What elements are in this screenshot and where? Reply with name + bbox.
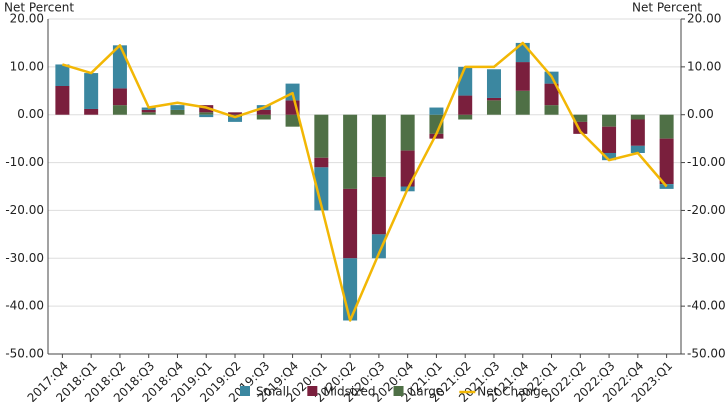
bar-segment	[55, 64, 70, 86]
legend-swatch	[307, 386, 318, 396]
y2-tick-label: -20.00	[687, 203, 725, 217]
bar-segment	[544, 105, 559, 115]
bar-segment	[84, 73, 99, 109]
bar-segment	[486, 69, 501, 98]
bar-segment	[141, 109, 156, 113]
y2-tick-label: 0.00	[687, 107, 714, 121]
y2-tick-label: -10.00	[687, 155, 725, 169]
bar-segment	[314, 114, 329, 158]
y-tick-label: -50.00	[5, 347, 44, 361]
bar-segment	[199, 114, 214, 118]
y-tick-label: 20.00	[10, 12, 44, 26]
y-tick-label: 0.00	[17, 107, 44, 121]
y-tick-label: 10.00	[10, 59, 44, 73]
legend-label: Midsized	[323, 385, 375, 399]
bar-segment	[256, 114, 271, 120]
bar-segment	[573, 114, 588, 122]
bar-segment	[314, 157, 329, 168]
y2-tick-label: -40.00	[687, 299, 725, 313]
y2-axis-label: Net Percent	[632, 1, 702, 15]
bar-segment	[112, 105, 127, 115]
bar-segment	[515, 90, 530, 115]
y2-tick-label: 20.00	[687, 12, 721, 26]
bar-segment	[228, 117, 243, 122]
legend-label: Large	[410, 385, 444, 399]
bar-segment	[371, 234, 386, 259]
bar-segment	[630, 114, 645, 120]
y-tick-label: -30.00	[5, 251, 44, 265]
bar-segment	[659, 138, 674, 185]
legend-swatch	[240, 386, 250, 396]
bar-segment	[486, 97, 501, 101]
bar-segment	[602, 114, 617, 127]
bar-segment	[55, 86, 70, 115]
legend-label: Net Change	[477, 385, 548, 399]
bar-segment	[400, 150, 415, 187]
bar-segment	[112, 88, 127, 106]
legend-swatch	[393, 386, 404, 396]
bar-segment	[630, 145, 645, 153]
legend-label: Small	[256, 385, 289, 399]
bar-segment	[170, 105, 185, 110]
bar-segment	[170, 109, 185, 115]
bar-segment	[630, 119, 645, 146]
bar-segment	[141, 112, 156, 115]
y-tick-label: -20.00	[5, 203, 44, 217]
bar-segment	[429, 107, 444, 115]
bar-segment	[371, 176, 386, 235]
bar-segment	[515, 62, 530, 91]
y2-tick-label: -30.00	[687, 251, 725, 265]
bar-segment	[458, 95, 473, 115]
bar-segment	[544, 83, 559, 106]
bar-segment	[228, 112, 243, 115]
bar-segment	[343, 188, 358, 259]
bar-segment	[573, 121, 588, 134]
y-axis-label: Net Percent	[4, 1, 74, 15]
bar-segment	[602, 153, 617, 161]
y-tick-label: -40.00	[5, 299, 44, 313]
bar-segment	[400, 114, 415, 151]
bar-segment	[458, 114, 473, 120]
bar-segment	[486, 100, 501, 115]
bar-segment	[659, 114, 674, 139]
bar-segment	[112, 45, 127, 89]
bar-segment	[602, 126, 617, 153]
y2-tick-label: -50.00	[687, 347, 725, 361]
net-change-line	[62, 41, 668, 322]
y2-tick-label: 10.00	[687, 59, 721, 73]
bar-segment	[84, 108, 99, 115]
bar-segment	[343, 114, 358, 189]
bar-segment	[256, 109, 271, 115]
bar-segment	[285, 114, 300, 127]
bar-segment	[429, 114, 444, 134]
bar-segment	[199, 112, 214, 115]
bar-segment	[314, 167, 329, 211]
y-tick-label: -10.00	[5, 155, 44, 169]
bar-segment	[371, 114, 386, 177]
